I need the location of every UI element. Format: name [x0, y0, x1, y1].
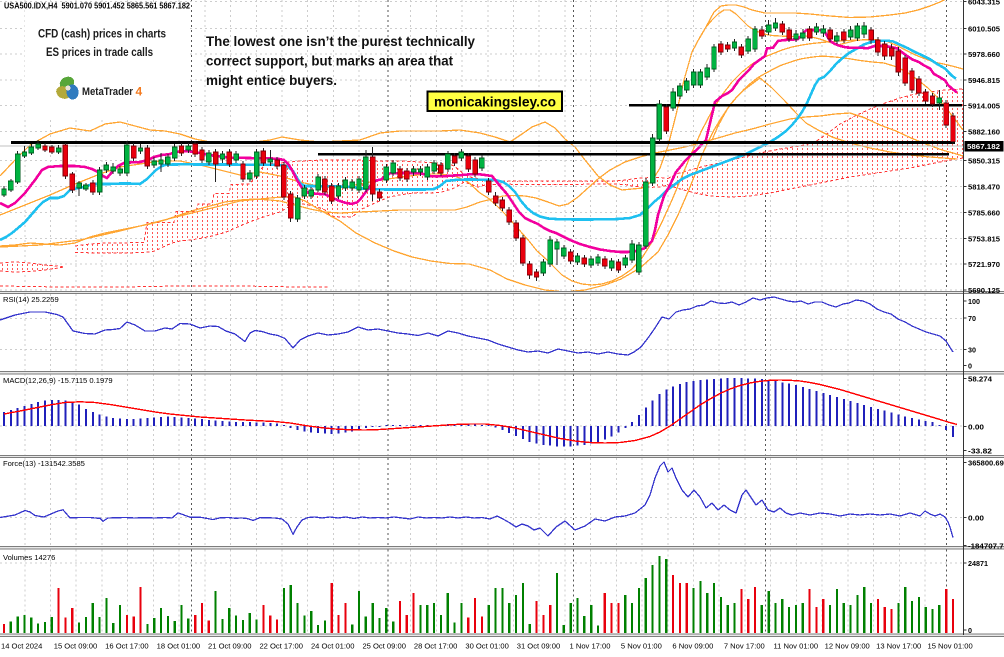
svg-text:might entice buyers.: might entice buyers. — [206, 73, 337, 88]
svg-text:USA500.IDX,H4 5901.070 5901.4: USA500.IDX,H4 5901.070 5901.452 5865.561… — [4, 2, 191, 11]
svg-text:4: 4 — [136, 85, 143, 99]
svg-text:MACD(12,26,9) -15.7115 0.1979: MACD(12,26,9) -15.7115 0.1979 — [3, 376, 113, 385]
svg-text:6043.315: 6043.315 — [968, 0, 1000, 7]
svg-text:0: 0 — [968, 361, 972, 370]
svg-text:-184707.78: -184707.78 — [968, 542, 1004, 551]
svg-text:CFD (cash) prices in charts: CFD (cash) prices in charts — [38, 29, 166, 41]
svg-text:25 Oct 09:00: 25 Oct 09:00 — [362, 642, 405, 651]
svg-text:58.274: 58.274 — [968, 374, 993, 383]
svg-text:365800.693: 365800.693 — [968, 459, 1004, 468]
svg-text:15 Oct 09:00: 15 Oct 09:00 — [54, 642, 97, 651]
svg-text:1 Nov 17:00: 1 Nov 17:00 — [570, 642, 611, 651]
svg-text:5721.970: 5721.970 — [968, 260, 1000, 269]
svg-text:5946.815: 5946.815 — [968, 76, 1000, 85]
svg-text:7 Nov 17:00: 7 Nov 17:00 — [724, 642, 765, 651]
svg-text:13 Nov 17:00: 13 Nov 17:00 — [876, 642, 921, 651]
svg-text:6010.505: 6010.505 — [968, 24, 1000, 33]
svg-text:100: 100 — [968, 297, 980, 306]
svg-text:12 Nov 09:00: 12 Nov 09:00 — [825, 642, 870, 651]
svg-text:6 Nov 09:00: 6 Nov 09:00 — [672, 642, 713, 651]
svg-text:correct support, but marks an: correct support, but marks an area that — [206, 54, 454, 69]
svg-text:5690.125: 5690.125 — [968, 286, 1000, 295]
svg-text:5882.160: 5882.160 — [968, 128, 1000, 137]
svg-text:5850.315: 5850.315 — [968, 157, 1000, 166]
svg-text:70: 70 — [968, 314, 976, 323]
svg-text:5914.005: 5914.005 — [968, 102, 1000, 111]
svg-text:5978.660: 5978.660 — [968, 50, 1000, 59]
svg-text:monicakingsley.co: monicakingsley.co — [434, 93, 556, 109]
svg-text:11 Nov 01:00: 11 Nov 01:00 — [773, 642, 818, 651]
svg-text:The lowest one isn’t the pures: The lowest one isn’t the purest technica… — [206, 34, 476, 49]
svg-text:5785.660: 5785.660 — [968, 208, 1000, 217]
svg-text:5818.470: 5818.470 — [968, 183, 1000, 192]
svg-text:31 Oct 09:00: 31 Oct 09:00 — [517, 642, 560, 651]
svg-text:Volumes 14276: Volumes 14276 — [3, 553, 55, 562]
svg-text:5 Nov 01:00: 5 Nov 01:00 — [621, 642, 662, 651]
svg-text:22 Oct 17:00: 22 Oct 17:00 — [259, 642, 302, 651]
svg-text:0.00: 0.00 — [968, 422, 984, 431]
svg-text:MetaTrader: MetaTrader — [82, 86, 134, 98]
svg-text:RSI(14) 25.2259: RSI(14) 25.2259 — [3, 295, 59, 304]
svg-text:18 Oct 01:00: 18 Oct 01:00 — [157, 642, 200, 651]
svg-text:5753.815: 5753.815 — [968, 234, 1000, 243]
svg-text:30 Oct 01:00: 30 Oct 01:00 — [465, 642, 508, 651]
svg-text:24871: 24871 — [968, 559, 988, 568]
svg-text:14 Oct 2024: 14 Oct 2024 — [1, 642, 42, 651]
svg-text:16 Oct 17:00: 16 Oct 17:00 — [105, 642, 148, 651]
svg-text:24 Oct 01:00: 24 Oct 01:00 — [311, 642, 354, 651]
svg-text:ES prices in trade calls: ES prices in trade calls — [46, 47, 153, 59]
svg-text:28 Oct 17:00: 28 Oct 17:00 — [414, 642, 457, 651]
svg-text:-33.82: -33.82 — [968, 447, 992, 456]
svg-text:30: 30 — [968, 345, 976, 354]
svg-text:21 Oct 09:00: 21 Oct 09:00 — [208, 642, 251, 651]
svg-text:0.00: 0.00 — [968, 514, 984, 523]
svg-text:15 Nov 01:00: 15 Nov 01:00 — [928, 642, 973, 651]
svg-text:0: 0 — [968, 626, 972, 635]
svg-text:5867.182: 5867.182 — [967, 142, 1000, 151]
svg-text:Force(13) -131542.3585: Force(13) -131542.3585 — [3, 459, 85, 468]
